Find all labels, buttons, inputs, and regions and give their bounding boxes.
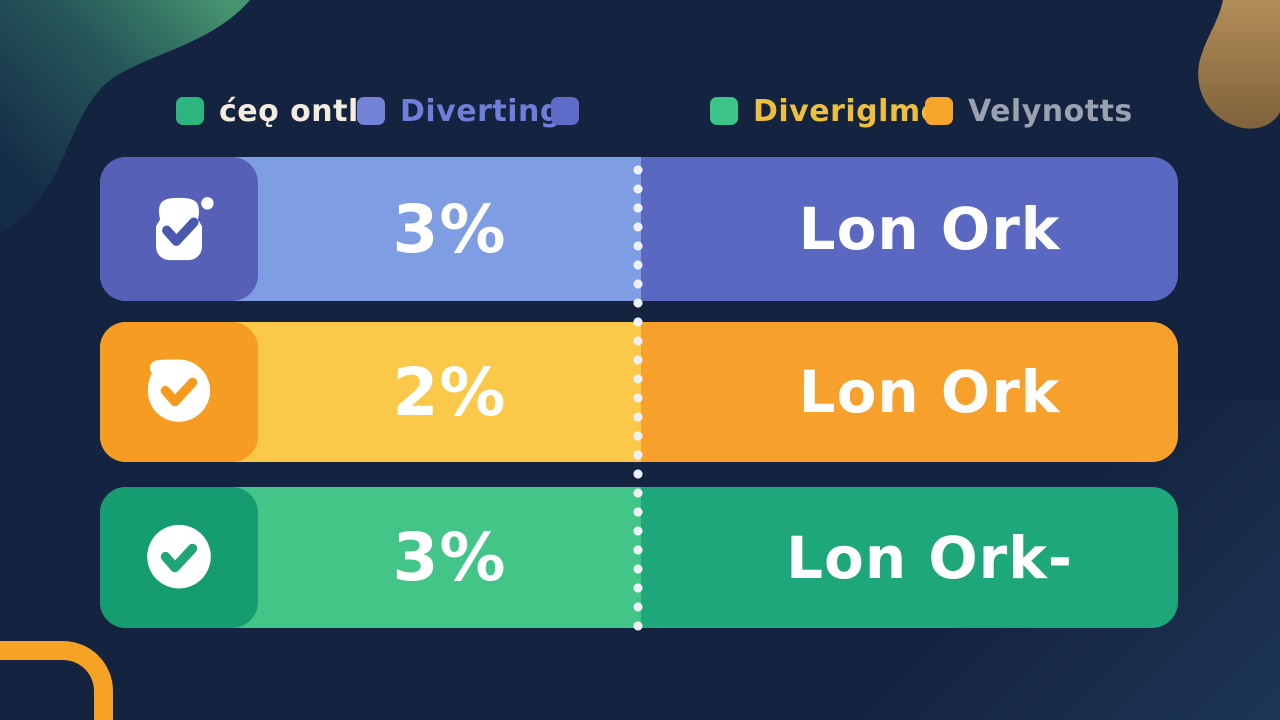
stat-row-green: Lon Ork- 3%: [100, 487, 1178, 628]
percent-value: 2%: [392, 353, 507, 431]
stat-row-orange: Lon Ork 2%: [100, 322, 1178, 462]
legend-label: Diverting: [400, 93, 562, 129]
legend-swatch-green2: [710, 97, 738, 125]
row-label: Lon Ork: [798, 195, 1061, 263]
legend-label: Diveriglmc: [753, 93, 939, 129]
stat-row-blue: Lon Ork 3%: [100, 157, 1178, 301]
legend-item: Diveriglmc: [710, 93, 939, 129]
legend-swatch-orange: [925, 97, 953, 125]
percent-value: 3%: [392, 190, 507, 268]
label-section: Lon Ork-: [641, 487, 1178, 628]
label-section: Lon Ork: [641, 157, 1178, 301]
blob-check-icon: [147, 359, 211, 422]
legend-swatch-green: [176, 97, 204, 125]
legend-swatch-purple: [551, 97, 579, 125]
icon-badge-block: [100, 157, 258, 301]
inbox-check-icon: [156, 197, 214, 261]
legend-label: Velynotts: [968, 93, 1133, 129]
legend-swatch-periwinkle: [357, 97, 385, 125]
dotted-divider: [632, 161, 644, 631]
row-label: Lon Ork-: [786, 523, 1073, 592]
row-label: Lon Ork: [798, 358, 1061, 426]
percent-value: 3%: [392, 519, 507, 596]
legend-item: Diverting: [357, 93, 562, 129]
legend-label: ćeǫ ontl: [219, 93, 359, 129]
legend-item: Velynotts: [925, 93, 1133, 129]
icon-badge-block: [100, 322, 258, 462]
icon-badge-block: [100, 487, 258, 628]
gold-blob: [1198, 0, 1280, 129]
label-section: Lon Ork: [641, 322, 1178, 462]
legend-item: ćeǫ ontl: [176, 93, 359, 129]
legend-item: [551, 94, 579, 128]
circle-check-icon: [147, 524, 211, 588]
orange-corner-stroke: [0, 641, 113, 720]
